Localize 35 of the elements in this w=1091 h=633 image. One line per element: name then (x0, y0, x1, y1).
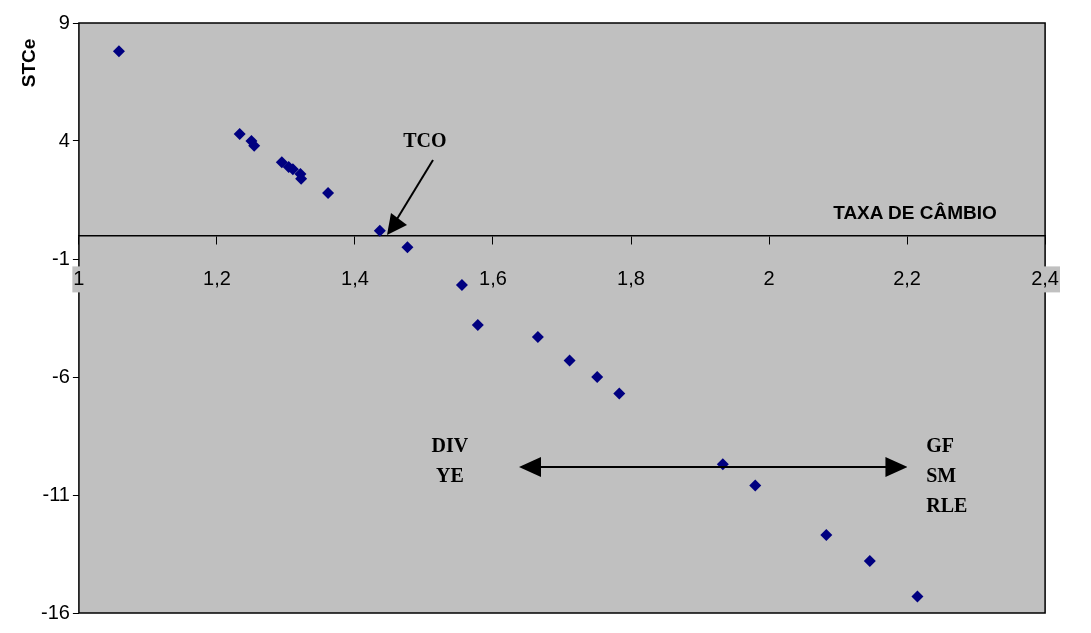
x-tick-label: 1,6 (479, 266, 507, 289)
point (112, 45, 125, 58)
point (373, 224, 386, 237)
point (563, 354, 576, 367)
y-tick-label: -6 (52, 364, 70, 387)
y-axis-title: STCe (18, 38, 40, 88)
point (749, 479, 762, 492)
x-tick-label: 1,8 (617, 266, 645, 289)
x-tick-label: 1,4 (341, 266, 369, 289)
point (613, 387, 626, 400)
y-tick-label: 4 (58, 128, 70, 151)
annotation: TCO (403, 128, 447, 154)
x-tick-label: 1,2 (203, 266, 231, 289)
point (401, 241, 414, 254)
point (911, 590, 924, 603)
point (455, 278, 468, 291)
point (275, 156, 288, 169)
annotation: GF SM RLE (926, 433, 968, 519)
point (471, 319, 484, 332)
point (322, 186, 335, 199)
annotation: DIV YE (431, 433, 469, 489)
y-tick-label: 9 (58, 10, 70, 33)
x-tick-label: 2,4 (1031, 266, 1059, 289)
point (233, 127, 246, 140)
point (820, 529, 833, 542)
x-tick-label: 2 (763, 266, 775, 289)
x-tick-label: 1 (73, 266, 85, 289)
x-tick-label: 2,2 (893, 266, 921, 289)
x-axis-title: TAXA DE CÂMBIO (833, 202, 997, 224)
point (863, 555, 876, 568)
point (531, 330, 544, 343)
point (591, 371, 604, 383)
y-tick-label: -11 (42, 482, 70, 505)
y-tick-label: -16 (41, 600, 70, 623)
y-tick-label: -1 (52, 246, 70, 269)
